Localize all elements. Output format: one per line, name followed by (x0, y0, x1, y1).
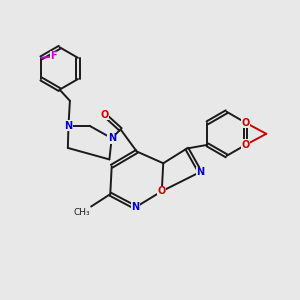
Text: CH₃: CH₃ (73, 208, 90, 217)
Text: F: F (50, 51, 57, 62)
Text: O: O (242, 140, 250, 150)
Text: O: O (242, 118, 250, 128)
Text: N: N (131, 202, 139, 212)
Text: N: N (64, 121, 73, 131)
Text: N: N (196, 167, 204, 177)
Text: O: O (158, 186, 166, 196)
Text: O: O (100, 110, 109, 120)
Text: N: N (108, 133, 116, 143)
